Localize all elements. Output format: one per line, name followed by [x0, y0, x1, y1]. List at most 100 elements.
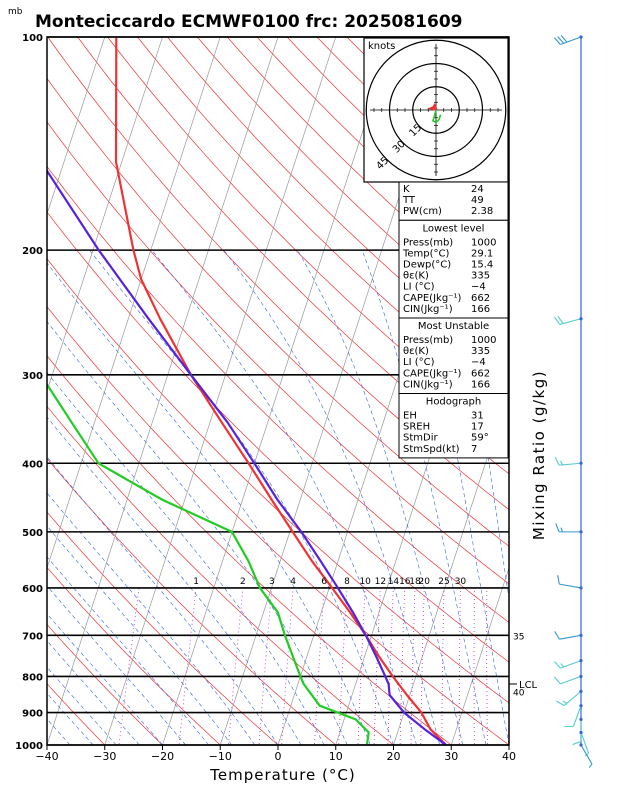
mixing-ratio-line — [281, 587, 294, 745]
dry-adiabat — [47, 566, 221, 745]
pressure-tick-label: 400 — [22, 459, 43, 470]
moist-adiabat — [89, 249, 394, 745]
table-heading: Lowest level — [423, 223, 485, 234]
mixing-ratio-label: 20 — [418, 577, 430, 587]
table-label: CAPE(Jkg⁻¹) — [403, 368, 461, 379]
table-value: 662 — [471, 368, 490, 379]
table-heading: Hodograph — [426, 397, 481, 408]
moist-adiabat — [47, 371, 325, 745]
isotherm — [104, 37, 337, 745]
table-label: StmDir — [403, 433, 438, 444]
dry-adiabat — [47, 121, 509, 585]
isotherm — [450, 566, 509, 745]
dry-adiabat — [47, 258, 509, 704]
mixing-ratio-line — [373, 587, 381, 745]
isotherm — [393, 389, 509, 745]
table-label: Temp(°C) — [402, 248, 450, 259]
dry-adiabat — [107, 37, 509, 440]
isotherm — [47, 37, 163, 393]
mixing-ratio-label: 12 — [375, 577, 386, 587]
table-value: −4 — [471, 282, 486, 293]
moist-adiabat — [47, 556, 209, 745]
x-tick-label: 30 — [444, 750, 458, 763]
dry-adiabat — [47, 306, 509, 745]
mixing-ratio-label: 10 — [359, 577, 371, 587]
x-tick-label: −40 — [35, 750, 58, 763]
mixing-ratio-label: 1 — [193, 577, 199, 587]
wind-barb — [572, 717, 583, 746]
wind-barb — [556, 689, 583, 707]
table-value: 335 — [471, 346, 490, 357]
table-label: CIN(Jkg⁻¹) — [403, 379, 453, 390]
mixing-ratio-axis-label: Mixing Ratio (g/kg) — [530, 370, 548, 540]
pressure-tick-label: 200 — [22, 246, 43, 257]
storm-motion-marker — [431, 102, 438, 109]
dry-adiabat — [47, 211, 509, 663]
pressure-tick-label: 900 — [22, 709, 43, 720]
table-label: TT — [402, 195, 416, 206]
wind-barb — [554, 34, 583, 46]
mixing-ratio-label: 40 — [513, 688, 525, 698]
moist-adiabat — [47, 640, 140, 745]
dry-adiabat — [47, 37, 509, 511]
moist-adiabat — [47, 585, 186, 745]
pressure-tick-label: 1000 — [15, 741, 43, 752]
mixing-ratio-label: 2 — [240, 577, 246, 587]
mixing-ratio-label: 30 — [455, 577, 467, 587]
thermo-background — [47, 37, 509, 745]
moist-adiabat — [47, 613, 163, 745]
mixing-ratio-label: 6 — [321, 577, 327, 587]
wind-barb — [554, 659, 583, 669]
table-label: LI (°C) — [403, 357, 435, 368]
hodograph-trace — [431, 109, 442, 124]
mixing-ratio-label: 3 — [269, 577, 275, 587]
dry-adiabat — [47, 77, 509, 547]
pressure-tick-label: 500 — [22, 528, 43, 539]
mixing-ratio-label: 18 — [409, 577, 421, 587]
mixing-ratio-label: 8 — [344, 577, 350, 587]
mixing-ratio-line — [441, 587, 445, 745]
table-label: LI (°C) — [403, 282, 435, 293]
table-value: 59° — [471, 433, 489, 444]
pressure-unit: mb — [8, 7, 23, 17]
hodograph-trace — [427, 106, 437, 111]
hodograph-unit: knots — [368, 41, 395, 52]
table-value: 1000 — [471, 335, 496, 346]
pressure-tick-label: 300 — [22, 371, 43, 382]
mixing-ratio-label: 4 — [290, 577, 296, 587]
table-value: 24 — [471, 184, 484, 195]
wind-barb — [554, 315, 583, 325]
wind-barb — [554, 631, 583, 640]
dry-adiabat — [47, 511, 279, 745]
table-value: 662 — [471, 293, 490, 304]
table-value: 1000 — [471, 237, 496, 248]
table-label: Dewp(°C) — [403, 260, 451, 271]
mixing-ratio-line — [486, 587, 488, 745]
indices-table: K 24 TT 49 PW(cm) 2.38 Lowest level Press(mb) 10… — [398, 181, 509, 459]
hodograph-ring — [412, 86, 460, 134]
isotherm — [47, 37, 279, 745]
chart-title: Monteciccardo ECMWF0100 frc: 2025081609 — [35, 12, 463, 32]
table-value: 31 — [471, 411, 484, 422]
x-tick-label: 0 — [275, 750, 282, 763]
pressure-tick-label: 700 — [22, 631, 43, 642]
dry-adiabat — [77, 37, 509, 475]
mixing-ratio-line — [258, 587, 273, 745]
dry-adiabat — [47, 624, 164, 745]
pressure-tick-label: 100 — [22, 33, 43, 44]
mixing-ratio-label: 25 — [438, 577, 449, 587]
table-label: θε(K) — [403, 346, 429, 357]
table-label: Press(mb) — [403, 335, 453, 346]
pressure-tick-label: 800 — [22, 672, 43, 683]
hodograph-ring — [388, 62, 484, 158]
mixing-ratio-line — [227, 587, 244, 745]
table-label: θε(K) — [403, 271, 429, 282]
x-tick-label: −10 — [209, 750, 232, 763]
table-label: CIN(Jkg⁻¹) — [403, 304, 453, 315]
pressure-tick-label: 600 — [22, 584, 43, 595]
mixing-ratio-label: 35 — [513, 632, 524, 642]
isotherm — [508, 743, 509, 745]
